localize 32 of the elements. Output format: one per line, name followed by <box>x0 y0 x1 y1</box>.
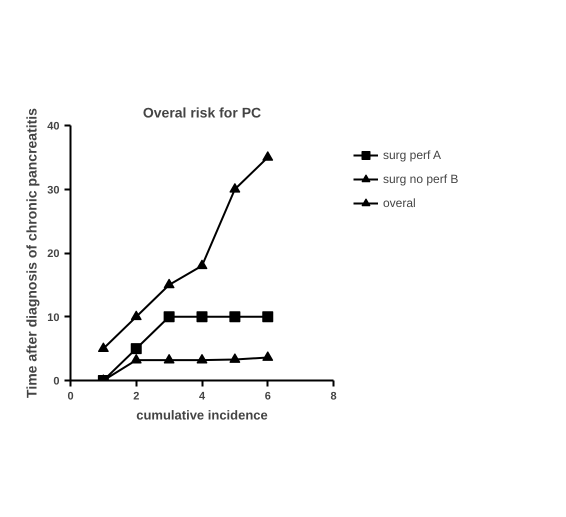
legend-label: overal <box>383 196 416 210</box>
point <box>130 354 142 364</box>
point <box>229 182 240 193</box>
y-tick-label: 40 <box>47 120 60 132</box>
y-tick-label: 10 <box>47 312 60 324</box>
chart-title: Overal risk for PC <box>142 104 262 120</box>
point <box>229 311 240 322</box>
legend-label: surg no perf B <box>383 172 458 186</box>
point <box>164 354 175 364</box>
point <box>130 310 142 320</box>
x-tick-label: 4 <box>198 390 206 402</box>
point <box>196 354 208 364</box>
x-tick-label: 0 <box>67 390 74 402</box>
x-tick-label: 8 <box>330 390 337 402</box>
point <box>196 259 208 270</box>
point <box>164 311 175 322</box>
point <box>196 311 208 322</box>
point <box>262 351 274 361</box>
point <box>229 353 240 363</box>
y-tick-label: 20 <box>47 248 60 260</box>
y-tick-label: 0 <box>53 376 60 388</box>
point <box>98 342 109 352</box>
x-tick-label: 6 <box>264 390 271 402</box>
point <box>130 343 142 354</box>
y-axis-title: Time after diagnosis of chronic pancreatitis <box>23 108 40 398</box>
y-tick-label: 30 <box>47 184 60 196</box>
legend-label: surg perf A <box>383 148 442 162</box>
point <box>164 278 175 288</box>
point <box>262 151 274 161</box>
x-tick-label: 2 <box>133 390 140 402</box>
point <box>262 311 274 322</box>
x-axis-title: cumulative incidence <box>136 408 268 422</box>
